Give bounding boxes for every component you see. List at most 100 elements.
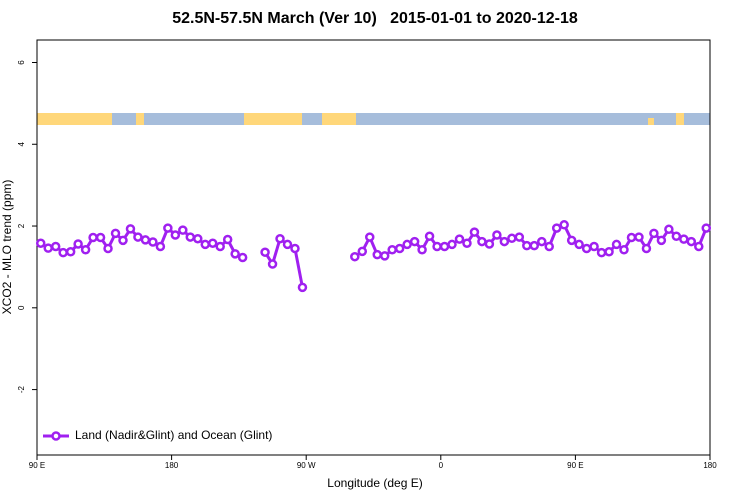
point bbox=[566, 235, 577, 246]
point bbox=[447, 239, 457, 250]
point bbox=[88, 232, 98, 243]
point bbox=[514, 232, 525, 242]
y-tick-label: 2 bbox=[17, 223, 26, 228]
point bbox=[290, 243, 300, 254]
point bbox=[611, 239, 622, 250]
point bbox=[679, 234, 689, 244]
legend-label: Land (Nadir&Glint) and Ocean (Glint) bbox=[75, 428, 272, 442]
point bbox=[424, 231, 435, 242]
point bbox=[282, 239, 293, 250]
point bbox=[35, 238, 46, 248]
point bbox=[125, 224, 136, 234]
point bbox=[686, 236, 697, 247]
point bbox=[50, 241, 61, 252]
land-band bbox=[136, 113, 144, 125]
point bbox=[275, 233, 285, 244]
point bbox=[170, 230, 181, 240]
x-tick-label: 90 E bbox=[29, 461, 45, 470]
point bbox=[155, 241, 166, 252]
point bbox=[365, 232, 375, 242]
chart-title: 52.5N-57.5N March (Ver 10) 2015-01-01 to… bbox=[172, 10, 578, 27]
point bbox=[529, 240, 540, 251]
point bbox=[387, 244, 397, 255]
point bbox=[537, 236, 547, 247]
point bbox=[80, 244, 91, 255]
point bbox=[148, 237, 158, 247]
plot-frame bbox=[36, 39, 711, 456]
point bbox=[260, 247, 270, 257]
point bbox=[522, 240, 532, 251]
point bbox=[484, 239, 495, 249]
point bbox=[95, 232, 106, 243]
point bbox=[58, 247, 68, 258]
point bbox=[626, 232, 637, 243]
x-tick-label: 180 bbox=[165, 461, 179, 470]
land-band bbox=[648, 118, 654, 125]
x-tick-label: 0 bbox=[439, 461, 444, 470]
land-band bbox=[244, 113, 302, 125]
y-tick-label: 0 bbox=[17, 305, 26, 310]
point bbox=[222, 234, 233, 245]
y-tick-label: 4 bbox=[17, 141, 26, 146]
point bbox=[267, 259, 278, 269]
point bbox=[492, 230, 502, 240]
point bbox=[103, 243, 113, 254]
point bbox=[140, 235, 151, 245]
point bbox=[477, 236, 487, 247]
point bbox=[634, 232, 644, 242]
point bbox=[649, 228, 659, 239]
point bbox=[163, 223, 173, 233]
land-band bbox=[37, 113, 112, 125]
point bbox=[499, 236, 510, 247]
point bbox=[230, 249, 240, 259]
point bbox=[200, 239, 210, 250]
point bbox=[507, 233, 517, 244]
point bbox=[73, 239, 83, 249]
y-axis-label: XCO2 - MLO trend (ppm) bbox=[0, 180, 14, 315]
point bbox=[110, 228, 121, 239]
land-band bbox=[322, 113, 356, 125]
point bbox=[357, 246, 368, 257]
point bbox=[581, 243, 592, 254]
point bbox=[178, 225, 188, 235]
point bbox=[596, 247, 607, 258]
x-tick-label: 90 W bbox=[297, 461, 316, 470]
x-tick-label: 90 E bbox=[567, 461, 583, 470]
point bbox=[439, 241, 450, 252]
point bbox=[185, 232, 196, 242]
y-tick-label: -2 bbox=[17, 385, 26, 393]
point bbox=[664, 224, 674, 235]
legend-marker bbox=[51, 431, 61, 441]
land-ocean-band bbox=[37, 113, 710, 125]
point bbox=[409, 236, 420, 247]
ocean-band bbox=[37, 113, 710, 125]
point bbox=[394, 243, 405, 254]
point bbox=[551, 223, 562, 233]
point bbox=[544, 241, 554, 252]
point bbox=[65, 247, 76, 257]
point bbox=[193, 233, 203, 244]
point bbox=[432, 241, 442, 252]
point bbox=[671, 231, 682, 242]
point bbox=[350, 251, 360, 262]
point bbox=[133, 232, 143, 242]
point bbox=[297, 282, 308, 293]
point bbox=[462, 238, 472, 248]
point bbox=[469, 227, 480, 237]
point bbox=[402, 239, 412, 250]
x-tick-label: 180 bbox=[703, 461, 717, 470]
point bbox=[574, 239, 584, 250]
point bbox=[379, 251, 390, 261]
point bbox=[207, 238, 218, 248]
point bbox=[589, 241, 599, 252]
point bbox=[701, 223, 712, 233]
point bbox=[559, 220, 569, 230]
point bbox=[237, 252, 248, 263]
point bbox=[118, 235, 128, 246]
point bbox=[656, 235, 667, 246]
point bbox=[43, 243, 53, 253]
x-axis-label: Longitude (deg E) bbox=[327, 476, 422, 490]
y-tick-label: 6 bbox=[17, 60, 26, 65]
point bbox=[454, 234, 465, 244]
